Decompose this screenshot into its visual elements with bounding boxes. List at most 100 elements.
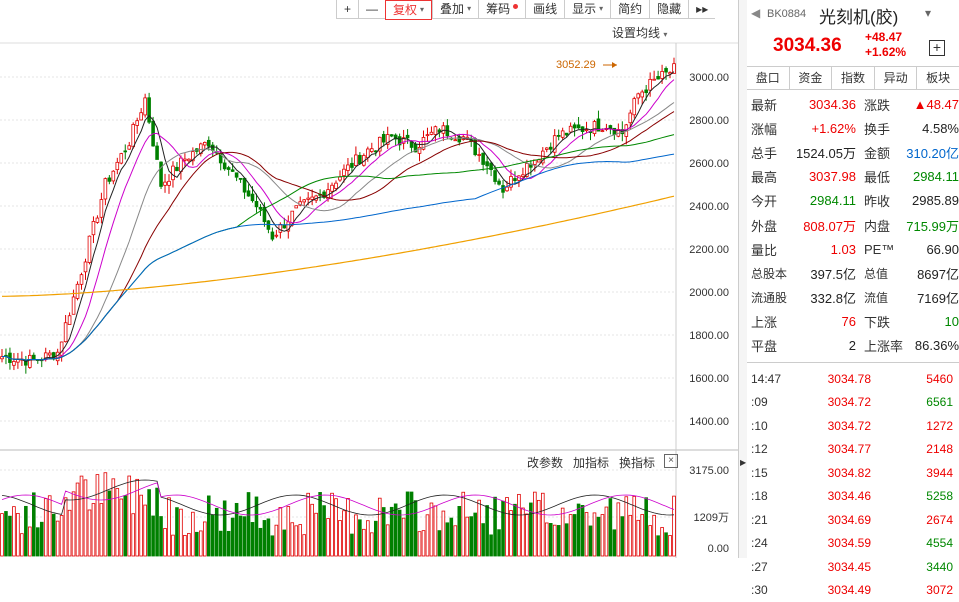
volume-bar: [202, 521, 207, 557]
volume-bar: [262, 520, 267, 557]
volume-bar: [234, 502, 239, 557]
chips-button[interactable]: 筹码: [478, 0, 525, 18]
quote-header: ◀ BK0884 光刻机(胶) ▾ 3034.36 +48.47 +1.62% +: [747, 0, 959, 66]
stat-row: 外盘 808.07万 内盘 715.99万: [747, 213, 959, 237]
notification-dot-icon: [513, 3, 519, 9]
stat-value: +1.62%: [811, 120, 856, 136]
volume-bar: [401, 517, 406, 557]
volume-bar: [560, 507, 565, 557]
tick-price: 3034.77: [827, 442, 871, 457]
candle-body: [199, 143, 203, 155]
volume-bar: [437, 530, 442, 557]
candle-body: [389, 134, 394, 137]
tick-row[interactable]: :15 3034.82 3944: [747, 461, 959, 485]
add-watchlist-icon[interactable]: +: [929, 40, 945, 56]
volume-bar: [421, 530, 426, 557]
tick-time: :24: [751, 536, 768, 551]
tick-row[interactable]: :27 3034.45 3440: [747, 555, 959, 579]
stat-label: 涨跌: [863, 97, 890, 113]
collapse-arrow-icon[interactable]: ▶: [740, 458, 747, 467]
volume-bar: [632, 495, 637, 557]
volume-bar: [4, 511, 8, 557]
menu-chevron-icon[interactable]: ▾: [925, 6, 932, 20]
candle-body: [222, 162, 227, 170]
candle-body: [91, 221, 96, 236]
switch-indicator-button[interactable]: 换指标: [619, 456, 656, 470]
y-axis-label: 2000.00: [689, 287, 729, 299]
candle-body: [556, 135, 561, 137]
stat-value: 332.8亿: [810, 291, 856, 307]
add-indicator-button[interactable]: 加指标: [573, 456, 610, 470]
candle-body: [155, 145, 159, 160]
candle-body: [226, 167, 231, 170]
stat-value: 8697亿: [917, 266, 959, 282]
overlay-button[interactable]: 叠加 ▾: [432, 0, 478, 18]
stat-label: 上涨: [751, 315, 778, 331]
draw-line-button[interactable]: 画线: [525, 0, 564, 18]
tick-price: 3034.72: [827, 395, 871, 410]
edit-params-button[interactable]: 改参数: [527, 456, 564, 470]
volume-bar: [529, 502, 533, 557]
tab-funds[interactable]: 资金: [788, 67, 832, 89]
volume-bar: [330, 492, 334, 557]
expand-icon[interactable]: ▸▸: [688, 0, 715, 18]
volume-bar: [99, 503, 104, 557]
zoom-in-button[interactable]: +: [336, 0, 358, 18]
volume-bar: [393, 503, 398, 557]
volume-bar: [16, 512, 20, 557]
volume-bar: [298, 524, 303, 557]
ma-line-250: [2, 195, 675, 297]
simple-button[interactable]: 简约: [610, 0, 649, 18]
tick-list[interactable]: 14:47 3034.78 5460:09 3034.72 6561:10 3034.72…: [747, 362, 959, 602]
volume-bar: [167, 497, 171, 557]
close-icon[interactable]: ×: [664, 454, 678, 468]
ma-settings-button[interactable]: 设置均线 ▾: [612, 26, 668, 40]
back-icon[interactable]: ◀: [751, 6, 761, 20]
candle-body: [652, 78, 656, 81]
tick-price: 3034.78: [827, 371, 871, 386]
stat-label: 换手: [863, 121, 890, 137]
volume-bar: [175, 507, 179, 557]
volume-bar: [270, 535, 275, 557]
candle-body: [159, 161, 163, 187]
volume-bar: [596, 516, 601, 557]
kline-chart[interactable]: 3000.00 2800.00 2600.00 2400.00 2200.00 2000.…: [0, 0, 738, 558]
volume-bar: [354, 514, 358, 557]
volume-bar: [377, 497, 382, 557]
zoom-out-button[interactable]: —: [358, 0, 385, 18]
candle-body: [505, 186, 509, 192]
tab-index[interactable]: 指数: [831, 67, 874, 89]
volume-bar: [548, 523, 553, 557]
display-button[interactable]: 显示 ▾: [564, 0, 610, 18]
volume-bar: [214, 507, 219, 557]
tick-row[interactable]: :12 3034.77 2148: [747, 438, 959, 462]
stat-value: 310.20亿: [906, 145, 959, 161]
tick-row[interactable]: :10 3034.72 1272: [747, 414, 959, 438]
volume-bar: [366, 520, 370, 557]
stat-row: 最新 3034.36 涨跌 ▲48.47: [747, 92, 959, 116]
tick-row[interactable]: :30 3034.49 3072: [747, 579, 959, 602]
tick-time: :12: [751, 442, 768, 457]
volume-ma-line: [1, 479, 675, 516]
tab-movement[interactable]: 异动: [873, 67, 917, 89]
volume-bar: [123, 495, 128, 557]
tab-sector[interactable]: 板块: [916, 67, 959, 89]
tick-row[interactable]: :09 3034.72 6561: [747, 391, 959, 415]
volume-bar: [87, 509, 92, 557]
tick-row[interactable]: :21 3034.69 2674: [747, 508, 959, 532]
tick-row[interactable]: 14:47 3034.78 5460: [747, 367, 959, 391]
chart-area[interactable]: 3000.00 2800.00 2600.00 2400.00 2200.00 2000.…: [0, 0, 738, 558]
candle-body: [99, 199, 104, 218]
candle-body: [306, 197, 310, 200]
adjust-button[interactable]: 复权 ▾: [385, 0, 433, 20]
volume-bar: [338, 520, 342, 557]
stat-label: 量比: [751, 242, 778, 258]
tick-row[interactable]: :18 3034.46 5258: [747, 485, 959, 509]
stat-label: PE™: [863, 241, 895, 257]
hide-button[interactable]: 隐藏: [649, 0, 688, 18]
high-marker-arrowhead: [612, 62, 617, 68]
tab-order-book[interactable]: 盘口: [747, 67, 789, 89]
tick-row[interactable]: :24 3034.59 4554: [747, 532, 959, 556]
candle-body: [385, 134, 390, 145]
stat-value: 397.5亿: [810, 266, 856, 282]
